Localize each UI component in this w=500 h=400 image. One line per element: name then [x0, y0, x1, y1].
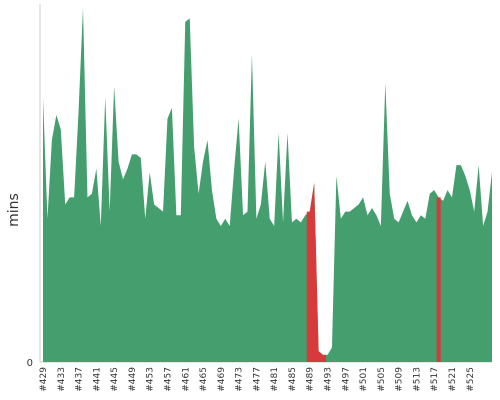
x-tick-label: #485	[288, 367, 298, 392]
area-series	[43, 7, 492, 363]
x-tick-label: #517	[430, 367, 440, 392]
x-tick-label: #521	[448, 367, 458, 392]
x-tick-label: #509	[395, 367, 405, 392]
x-tick-label: #505	[377, 367, 387, 392]
x-tick-label: #477	[252, 367, 262, 392]
x-tick-label: #469	[217, 367, 227, 392]
x-tick-label: #445	[110, 367, 120, 392]
y-axis-label: mins	[6, 193, 22, 227]
x-tick-label: #465	[199, 367, 209, 392]
failed-build-mark	[306, 183, 327, 362]
y-tick-label: 0	[27, 358, 33, 369]
x-tick-label: #461	[181, 367, 191, 392]
x-tick-label: #473	[235, 367, 245, 392]
x-tick-labels: #429 #433 #437 #441 #445 #449 #453 #457 #461 #465…	[39, 367, 476, 392]
success-area	[43, 7, 492, 363]
x-tick-label: #501	[359, 367, 369, 392]
x-tick-label: #429	[39, 367, 49, 392]
x-tick-label: #449	[128, 367, 138, 392]
x-tick-label: #441	[92, 367, 102, 392]
x-tick-label: #481	[270, 367, 280, 392]
x-tick-label: #489	[306, 367, 316, 392]
x-tick-label: #453	[146, 367, 156, 392]
x-tick-label: #437	[75, 367, 85, 392]
x-tick-label: #525	[466, 367, 476, 392]
x-tick-label: #513	[412, 367, 422, 392]
x-tick-label: #433	[57, 367, 67, 392]
failed-build-mark	[436, 197, 441, 362]
x-tick-label: #457	[163, 367, 173, 392]
x-tick-label: #497	[341, 367, 351, 392]
y-axis-label-wrap: mins	[4, 160, 24, 227]
x-tick-label: #493	[324, 367, 334, 392]
